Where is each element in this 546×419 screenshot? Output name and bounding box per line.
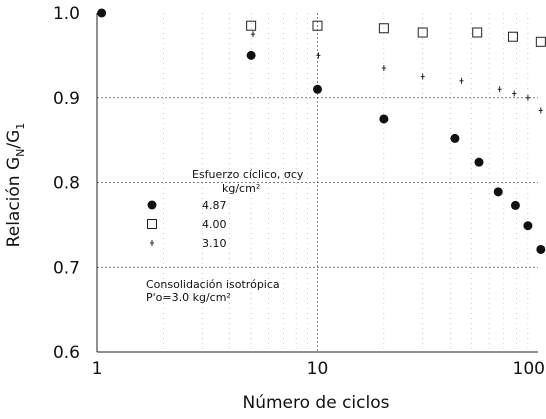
legend-title: Esfuerzo cíclico, σcy	[192, 168, 304, 181]
point-filled-circle-1	[246, 50, 256, 60]
legend-marker-open-square	[147, 219, 157, 229]
point-filled-circle-0	[97, 8, 107, 18]
point-open-square-4	[472, 27, 483, 38]
point-open-square-1	[312, 20, 323, 31]
y-axis-title-part-3: 1	[14, 123, 27, 130]
legend-marker-filled-circle	[147, 200, 157, 210]
y-tick-label-0: 0.6	[53, 343, 80, 363]
legend-label-4-00: 4.00	[202, 218, 227, 231]
point-plus-4	[459, 77, 464, 84]
point-filled-circle-5	[474, 157, 484, 167]
y-tick-label-4: 1.0	[53, 4, 80, 24]
point-filled-circle-9	[536, 244, 546, 254]
point-filled-circle-8	[523, 221, 533, 231]
point-plus-6	[512, 90, 517, 97]
point-open-square-5	[507, 31, 518, 42]
point-plus-3	[420, 73, 425, 80]
y-axis-title-part-0: Relación G	[4, 157, 24, 247]
point-plus-8	[538, 107, 543, 114]
point-plus-5	[497, 86, 502, 93]
legend-label-3-10: 3.10	[202, 237, 227, 250]
y-tick-label-2: 0.8	[53, 174, 80, 194]
point-filled-circle-3	[379, 114, 389, 124]
point-filled-circle-7	[510, 200, 520, 210]
point-plus-7	[525, 94, 530, 101]
y-tick-label-3: 0.9	[53, 89, 80, 109]
annotation-line-0: Consolidación isotrópica	[146, 278, 280, 291]
y-tick-label-1: 0.7	[53, 258, 80, 278]
point-open-square-3	[417, 27, 428, 38]
point-filled-circle-4	[450, 133, 460, 143]
x-tick-label-2: 100	[513, 359, 545, 379]
annotation-line-1: P'o=3.0 kg/cm²	[146, 291, 231, 304]
point-plus-2	[381, 65, 386, 72]
point-open-square-6	[535, 36, 546, 47]
point-filled-circle-6	[493, 187, 503, 197]
point-plus-1	[316, 52, 321, 59]
point-filled-circle-2	[313, 84, 322, 94]
legend-units: kg/cm²	[222, 182, 260, 195]
x-axis-title: Número de ciclos	[243, 393, 390, 413]
y-axis-title-part-2: /G	[4, 130, 24, 149]
y-axis-title: Relación GN/G1	[4, 123, 27, 248]
y-axis-title-part-1: N	[14, 149, 27, 157]
x-tick-label-0: 1	[92, 359, 103, 379]
legend-label-4-87: 4.87	[202, 199, 227, 212]
legend-marker-plus	[150, 240, 154, 246]
x-tick-label-1: 10	[307, 359, 329, 379]
point-plus-0	[251, 31, 256, 38]
point-open-square-0	[246, 20, 257, 31]
point-open-square-2	[378, 23, 389, 34]
